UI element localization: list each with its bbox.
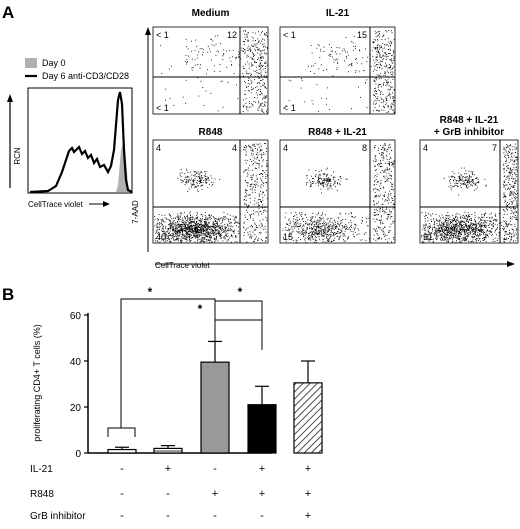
- condition-value: -: [120, 510, 124, 522]
- quadrant-ll: 31: [423, 232, 433, 242]
- condition-value: +: [212, 488, 218, 500]
- significance-bracket: [215, 320, 262, 350]
- flow-ylabel: 7-AAD: [131, 200, 140, 224]
- flow-plot-title: Medium: [192, 8, 230, 19]
- quadrant-ur: 8: [362, 143, 367, 153]
- condition-value: -: [213, 463, 217, 475]
- flow-plot-2: IL-21 < 1 15 < 1: [280, 8, 395, 114]
- quadrant-ll: < 1: [156, 103, 169, 113]
- hist-xlabel: CellTrace violet: [28, 200, 84, 209]
- bar: [201, 362, 229, 453]
- quadrant-ll: < 1: [283, 103, 296, 113]
- flow-plot-3: R848 4 4 40: [153, 127, 268, 243]
- quadrant-ur: 4: [232, 143, 237, 153]
- condition-value: +: [305, 463, 311, 475]
- flow-plot-title: IL-21: [326, 8, 350, 19]
- flow-plot-1: Medium < 1 12 < 1: [153, 8, 268, 114]
- flow-plot-4: R848 + IL-21 4 8 15: [280, 127, 395, 243]
- flow-plot-title: R848 + IL-21: [308, 127, 367, 138]
- y-tick-label: 0: [75, 449, 81, 460]
- flow-plot-title: R848 + IL-21: [440, 115, 499, 126]
- hist-day6-curve: [30, 92, 132, 192]
- condition-value: +: [259, 463, 265, 475]
- condition-value: +: [165, 463, 171, 475]
- bar: [108, 450, 136, 453]
- y-tick-label: 20: [70, 403, 82, 414]
- flow-dots: [286, 30, 395, 113]
- significance-star: *: [148, 285, 153, 299]
- bracket-spacer: [215, 334, 262, 350]
- hist-ylabel: RCN: [13, 147, 22, 165]
- flow-dots: [154, 143, 268, 243]
- legend-label-day6: Day 6 anti-CD3/CD28: [42, 71, 129, 81]
- quadrant-ul: 4: [283, 143, 288, 153]
- condition-value: +: [305, 488, 311, 500]
- quadrant-ul: 4: [156, 143, 161, 153]
- quadrant-ll: 40: [156, 232, 166, 242]
- condition-value: -: [120, 463, 124, 475]
- bracket-spacer: [215, 320, 262, 360]
- bar: [294, 383, 322, 453]
- condition-value: +: [305, 510, 311, 522]
- condition-name: IL-21: [30, 464, 53, 475]
- condition-name: R848: [30, 489, 54, 500]
- significance-bracket: [108, 428, 135, 437]
- condition-value: -: [213, 510, 217, 522]
- hist-frame: [28, 88, 132, 193]
- y-tick-label: 40: [70, 357, 82, 368]
- bar-chart: proliferating CD4+ T cells (%) 0 20 40 60 * *…: [32, 285, 322, 460]
- condition-value: -: [260, 510, 264, 522]
- y-tick-label: 60: [70, 311, 82, 322]
- condition-value: -: [166, 488, 170, 500]
- histogram: Day 0 Day 6 anti-CD3/CD28 RCN CellTrace …: [7, 58, 132, 209]
- condition-value: +: [259, 488, 265, 500]
- condition-name: GrB inhibitor: [30, 511, 86, 522]
- flow-xlabel: CellTrace violet: [155, 261, 211, 270]
- hist-y-arrowhead: [7, 94, 13, 102]
- flow-dots: [160, 30, 268, 113]
- condition-value: -: [120, 488, 124, 500]
- chart-ylabel: proliferating CD4+ T cells (%): [32, 324, 42, 441]
- significance-bracket: [215, 301, 262, 350]
- panel-b-letter: B: [2, 285, 14, 304]
- flow-x-arrowhead: [507, 261, 515, 267]
- significance-star: *: [198, 302, 203, 316]
- flow-plot-title: R848: [199, 127, 223, 138]
- quadrant-ur: 7: [492, 143, 497, 153]
- quadrant-ur: 15: [357, 30, 367, 40]
- flow-dots: [283, 143, 395, 242]
- flow-plot-5: R848 + IL-21+ GrB inhibitor 4 7 31: [420, 115, 518, 243]
- flow-y-arrowhead: [145, 27, 151, 35]
- flow-dots: [421, 144, 518, 243]
- condition-value: -: [166, 510, 170, 522]
- quadrant-ul: < 1: [156, 30, 169, 40]
- significance-star: *: [238, 285, 243, 299]
- quadrant-ul: < 1: [283, 30, 296, 40]
- legend-swatch-day0: [25, 58, 37, 68]
- bar: [248, 405, 276, 453]
- bar: [154, 448, 182, 453]
- flow-plot-frame: [153, 27, 268, 114]
- hist-x-arrowhead: [103, 201, 110, 207]
- quadrant-ur: 12: [227, 30, 237, 40]
- quadrant-ul: 4: [423, 143, 428, 153]
- flow-plot-frame: [280, 140, 395, 243]
- quadrant-ll: 15: [283, 232, 293, 242]
- panel-a-letter: A: [2, 3, 14, 22]
- flow-plot-title: + GrB inhibitor: [434, 127, 504, 138]
- legend-label-day0: Day 0: [42, 58, 66, 68]
- condition-table: IL-21 - + - + + R848 - - + + + GrB inhibitor - - - - +: [30, 463, 311, 522]
